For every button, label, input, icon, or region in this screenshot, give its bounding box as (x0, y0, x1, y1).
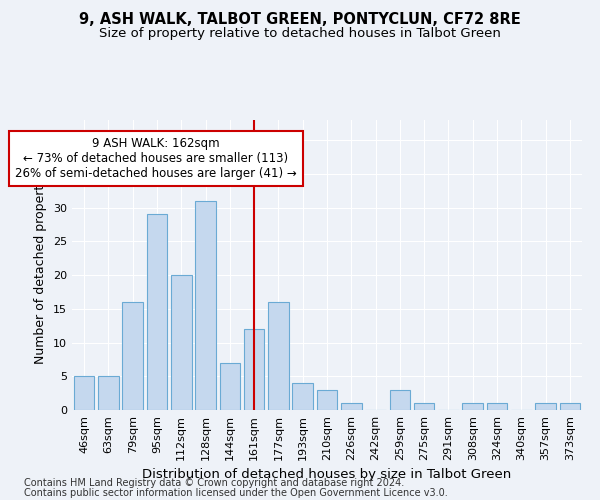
Bar (98, 376, 119, 410)
Text: Contains HM Land Registry data © Crown copyright and database right 2024.: Contains HM Land Registry data © Crown c… (24, 478, 404, 488)
Bar (535, 404, 556, 410)
Bar (389, 390, 410, 410)
Bar (292, 383, 313, 410)
Text: Contains public sector information licensed under the Open Government Licence v3: Contains public sector information licen… (24, 488, 448, 498)
Bar (122, 302, 143, 410)
X-axis label: Distribution of detached houses by size in Talbot Green: Distribution of detached houses by size … (142, 468, 512, 481)
Bar (146, 214, 167, 410)
Y-axis label: Number of detached properties: Number of detached properties (34, 166, 47, 364)
Bar (560, 404, 580, 410)
Bar (487, 404, 508, 410)
Bar (220, 363, 240, 410)
Bar (195, 201, 216, 410)
Bar (341, 404, 362, 410)
Text: Size of property relative to detached houses in Talbot Green: Size of property relative to detached ho… (99, 28, 501, 40)
Bar (414, 404, 434, 410)
Bar (317, 390, 337, 410)
Bar (244, 329, 265, 410)
Bar (74, 376, 94, 410)
Bar (463, 404, 483, 410)
Text: 9, ASH WALK, TALBOT GREEN, PONTYCLUN, CF72 8RE: 9, ASH WALK, TALBOT GREEN, PONTYCLUN, CF… (79, 12, 521, 28)
Bar (268, 302, 289, 410)
Bar (171, 275, 191, 410)
Text: 9 ASH WALK: 162sqm
← 73% of detached houses are smaller (113)
26% of semi-detach: 9 ASH WALK: 162sqm ← 73% of detached hou… (15, 137, 296, 180)
